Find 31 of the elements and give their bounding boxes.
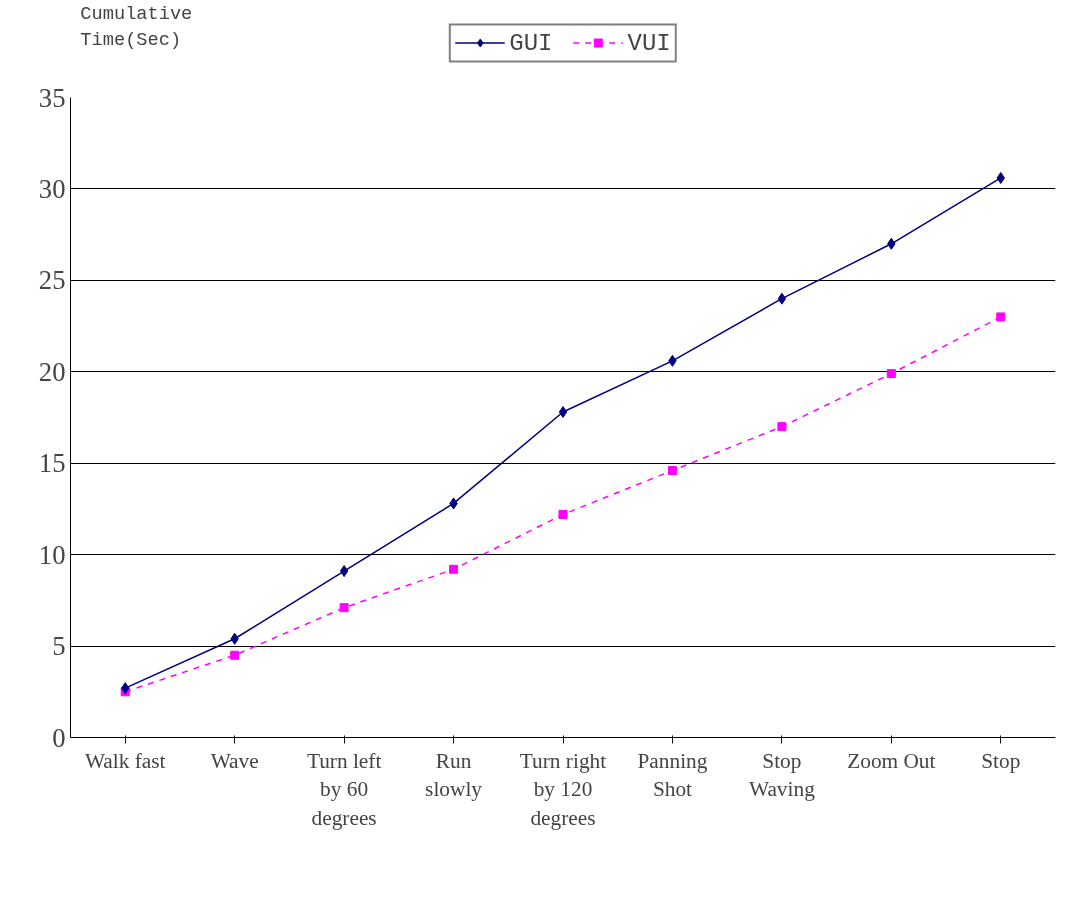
y-tick-label: 35 <box>38 82 66 113</box>
point <box>996 312 1006 322</box>
x-tick-label: Walk fast <box>84 748 166 773</box>
point <box>777 292 787 305</box>
point <box>558 406 568 419</box>
point <box>777 422 787 432</box>
y-tick-label: 5 <box>52 631 66 662</box>
point <box>339 603 349 613</box>
x-tick-label: Wave <box>210 748 259 773</box>
point <box>558 509 568 519</box>
x-tick-label: Zoom Out <box>847 748 936 773</box>
point <box>667 466 677 476</box>
y-tick-label: 15 <box>38 448 66 479</box>
y-tick-label: 0 <box>52 722 66 753</box>
point <box>449 564 459 574</box>
y-tick-label: 25 <box>38 265 66 296</box>
point <box>230 650 240 660</box>
point <box>339 565 349 578</box>
y-tick-label: 10 <box>38 539 66 570</box>
x-tick-label: Turn left by 60 degrees <box>306 748 382 831</box>
legend-label: VUI <box>627 29 671 56</box>
y-tick-label: 20 <box>38 356 66 387</box>
x-tick-label: Stop Waving <box>748 748 816 802</box>
x-tick-label: Turn right by 120 degrees <box>519 748 607 831</box>
point <box>886 369 896 379</box>
y-tick-label: 30 <box>38 173 66 204</box>
y-axis-title: Cumulative Time(Sec) <box>80 3 193 52</box>
x-tick-label: Panning Shot <box>637 748 708 802</box>
x-tick-label: Stop <box>981 748 1021 773</box>
legend-label: GUI <box>509 29 553 56</box>
x-tick-label: Run slowly <box>425 748 483 802</box>
